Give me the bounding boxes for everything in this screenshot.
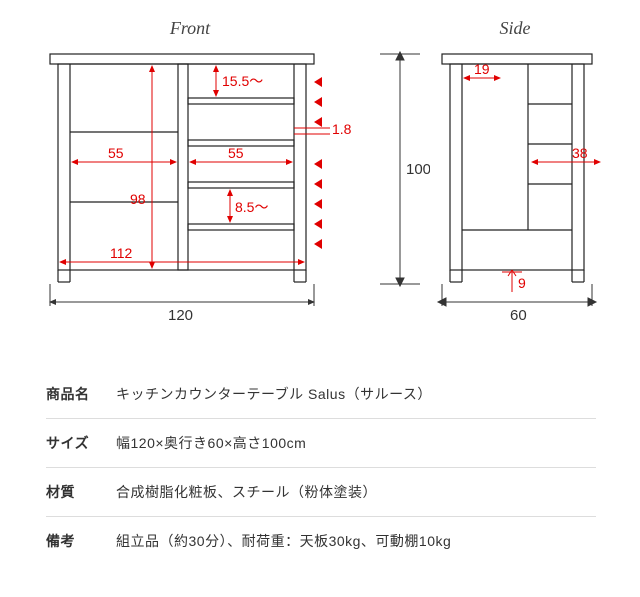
spec-table: 商品名 キッチンカウンターテーブル Salus（サルース） サイズ 幅120×奥… (46, 370, 596, 565)
dim-side-leg: 9 (518, 275, 526, 291)
spec-row: 商品名 キッチンカウンターテーブル Salus（サルース） (46, 370, 596, 419)
dim-front-inner-w: 112 (110, 245, 133, 261)
dim-side-outer-w: 60 (510, 307, 527, 324)
front-view-label: Front (40, 18, 340, 39)
dim-front-top-gap: 15.5～ (222, 73, 263, 89)
dim-front-left-h: 98 (130, 191, 146, 207)
dim-front-bot-gap: 8.5～ (235, 199, 268, 215)
spec-label: 材質 (46, 482, 116, 502)
dim-front-right-w: 55 (228, 145, 244, 161)
front-view-drawing: 55 55 112 98 15.5～ 8.5～ 1.8 120 (30, 44, 390, 339)
height-dimension: 100 (370, 44, 430, 309)
spec-label: サイズ (46, 433, 116, 453)
spec-value: キッチンカウンターテーブル Salus（サルース） (116, 384, 596, 404)
spec-value: 幅120×奥行き60×高さ100cm (116, 433, 596, 453)
spec-row: 備考 組立品（約30分）、耐荷重：天板30kg、可動棚10kg (46, 517, 596, 565)
dim-front-outer-w: 120 (168, 307, 193, 324)
side-view-label: Side (430, 18, 600, 39)
dim-side-top: 19 (474, 61, 490, 77)
spec-label: 商品名 (46, 384, 116, 404)
dim-front-left-w: 55 (108, 145, 124, 161)
dim-front-shelf-t: 1.8 (332, 121, 352, 137)
spec-label: 備考 (46, 531, 116, 551)
spec-row: サイズ 幅120×奥行き60×高さ100cm (46, 419, 596, 468)
dim-outer-h: 100 (406, 161, 430, 178)
spec-row: 材質 合成樹脂化粧板、スチール（粉体塗装） (46, 468, 596, 517)
dim-side-depth: 38 (572, 145, 588, 161)
side-view-drawing: 19 38 9 60 (432, 44, 632, 339)
spec-value: 組立品（約30分）、耐荷重：天板30kg、可動棚10kg (116, 531, 596, 551)
spec-value: 合成樹脂化粧板、スチール（粉体塗装） (116, 482, 596, 502)
